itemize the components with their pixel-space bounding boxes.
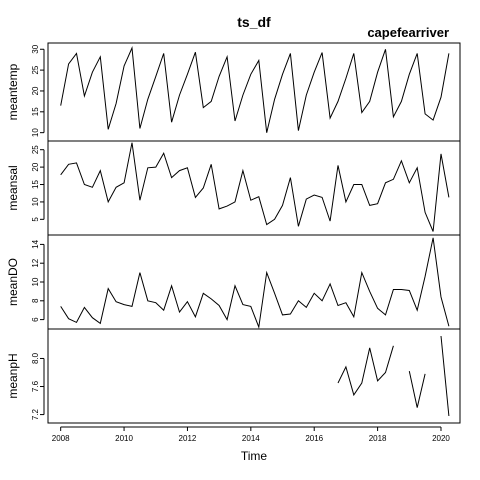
panels-group: 10 15 20 25 30 meantemp 5 10 15 20 25 meansal 6 8 10 12…	[6, 42, 461, 424]
y-tick-label-meanDO: 8	[31, 298, 40, 303]
y-tick-label-meanDO: 14	[31, 239, 40, 248]
x-tick-label: 2012	[179, 434, 197, 443]
panel-label-meanDO: meanDO	[6, 258, 20, 306]
chart-title: ts_df	[237, 14, 271, 30]
panel-frame-meanpH	[47, 328, 461, 424]
x-tick-label: 2020	[432, 434, 450, 443]
x-tick-label: 2008	[52, 434, 70, 443]
x-tick-label: 2018	[369, 434, 387, 443]
series-line-meansal	[60, 142, 450, 232]
y-tick-label-meanpH: 7.6	[31, 380, 40, 392]
panel-frame-meansal	[47, 140, 461, 236]
panel-label-meantemp: meantemp	[6, 63, 20, 120]
chart-subtitle: capefearriver	[367, 25, 449, 40]
y-tick-label-meansal: 10	[31, 197, 40, 206]
panel-label-meanpH: meanpH	[6, 353, 20, 398]
y-tick-label-meanDO: 6	[31, 317, 40, 322]
series-line-meanpH	[337, 345, 394, 397]
y-tick-label-meantemp: 15	[31, 107, 40, 116]
y-tick-label-meantemp: 10	[31, 128, 40, 137]
y-tick-label-meanpH: 8.0	[31, 352, 40, 364]
y-tick-label-meansal: 5	[31, 217, 40, 222]
x-tick-label: 2010	[115, 434, 133, 443]
series-line-meanpH	[440, 335, 450, 417]
y-tick-label-meanpH: 7.2	[31, 408, 40, 420]
panel-meansal: 5 10 15 20 25 meansal	[6, 140, 461, 236]
panel-frame-meantemp	[47, 42, 461, 142]
y-tick-label-meanDO: 10	[31, 277, 40, 286]
y-tick-label-meantemp: 25	[31, 65, 40, 74]
x-tick-label: 2016	[305, 434, 323, 443]
y-tick-label-meansal: 20	[31, 162, 40, 171]
series-line-meanDO	[60, 237, 450, 330]
y-tick-label-meansal: 15	[31, 180, 40, 189]
y-tick-label-meanDO: 12	[31, 258, 40, 267]
series-line-meanpH	[408, 370, 426, 408]
x-tick-label: 2014	[242, 434, 260, 443]
y-tick-label-meansal: 25	[31, 145, 40, 154]
x-axis-label: Time	[241, 449, 268, 463]
panel-meantemp: 10 15 20 25 30 meantemp	[6, 42, 461, 142]
x-axis: 2008 2010 2012 2014 2016 2018 2020	[52, 426, 450, 443]
y-tick-label-meantemp: 20	[31, 86, 40, 95]
panel-meanpH: 7.2 7.6 8.0 meanpH	[6, 328, 461, 424]
y-tick-label-meantemp: 30	[31, 44, 40, 53]
series-line-meantemp	[60, 46, 450, 133]
panel-meanDO: 6 8 10 12 14 meanDO	[6, 234, 461, 330]
panel-label-meansal: meansal	[6, 165, 20, 210]
